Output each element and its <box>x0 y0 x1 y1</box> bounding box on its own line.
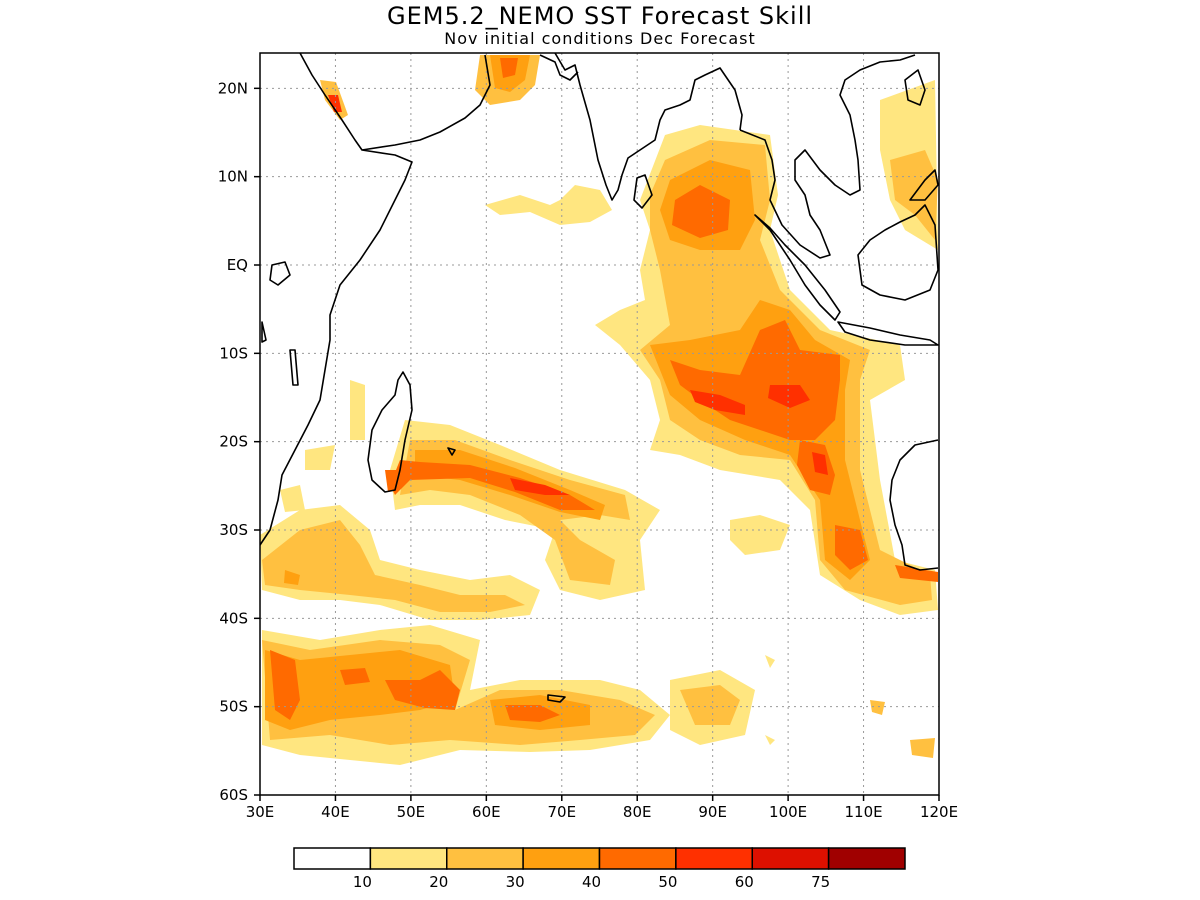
lat-tick-label: 20S <box>219 433 248 451</box>
skill-patch <box>284 570 300 585</box>
coastline-philippines <box>904 69 939 201</box>
colorbar-swatch <box>446 847 524 870</box>
coastline-borneo <box>857 204 939 301</box>
lat-tick-label: 60S <box>219 786 248 804</box>
skill-patch <box>870 700 935 758</box>
lon-tick-label: 80E <box>623 803 652 821</box>
coastline-malay-peninsula <box>739 54 916 259</box>
coastline-sri-lanka <box>633 174 653 209</box>
skill-patch <box>690 385 828 475</box>
colorbar-swatch <box>675 847 753 870</box>
longitude-axis: 30E 40E 50E 60E 70E 80E 90E 100E 110E 120E <box>246 795 958 821</box>
lat-tick-label: 40S <box>219 609 248 627</box>
colorbar-label: 20 <box>429 873 448 891</box>
lat-tick-label: 20N <box>218 79 248 97</box>
lon-tick-label: 120E <box>920 803 958 821</box>
colorbar-swatch <box>598 847 677 870</box>
skill-patch <box>765 655 775 745</box>
colorbar-label: 50 <box>658 873 677 891</box>
map-title: GEM5.2_NEMO SST Forecast Skill <box>386 2 814 30</box>
lon-tick-label: 50E <box>397 803 426 821</box>
colorbar-swatch <box>293 847 372 870</box>
colorbar-swatch <box>827 847 906 870</box>
skill-patch <box>510 478 570 495</box>
lat-tick-label: EQ <box>227 256 248 274</box>
lat-tick-label: 50S <box>219 698 248 716</box>
skill-patch <box>670 185 868 570</box>
lon-tick-label: 100E <box>769 803 807 821</box>
lat-tick-label: 30S <box>219 521 248 539</box>
colorbar-label: 60 <box>735 873 754 891</box>
colorbar-label: 30 <box>506 873 525 891</box>
map-subtitle: Nov initial conditions Dec Forecast <box>444 29 756 48</box>
colorbar-label: 40 <box>582 873 601 891</box>
coastline-madagascar <box>367 371 413 493</box>
skill-patch <box>500 58 518 78</box>
colorbar-swatch <box>369 847 448 870</box>
colorbar-swatch <box>522 847 601 870</box>
skill-patch <box>895 565 938 582</box>
skill-patch <box>328 95 342 112</box>
lon-tick-label: 90E <box>698 803 727 821</box>
lon-tick-label: 40E <box>321 803 350 821</box>
skill-patch <box>262 520 525 612</box>
colorbar-label: 75 <box>811 873 830 891</box>
lon-tick-label: 60E <box>472 803 501 821</box>
plot-frame <box>259 52 940 796</box>
skill-patch <box>280 380 790 555</box>
coastline-africa <box>260 53 491 546</box>
lon-tick-label: 70E <box>547 803 576 821</box>
colorbar: 10 20 30 40 50 60 75 <box>293 847 906 891</box>
skill-patch <box>485 185 612 225</box>
lon-tick-label: 30E <box>246 803 275 821</box>
latitude-axis: 20N 10N EQ 10S 20S 30S 40S 50S 60S <box>218 79 260 804</box>
coastlines <box>260 53 939 703</box>
colorbar-swatch <box>751 847 830 870</box>
coastline-java <box>837 321 939 346</box>
coastline-sumatra <box>754 214 841 321</box>
lon-tick-label: 110E <box>845 803 883 821</box>
skill-patch <box>270 650 560 722</box>
skill-patch <box>390 460 595 510</box>
skill-shading <box>260 55 938 765</box>
coastline-island <box>261 261 566 703</box>
coastline-australia <box>889 439 939 571</box>
lat-tick-label: 10N <box>218 168 248 186</box>
coastline-india <box>554 53 743 201</box>
lat-tick-label: 10S <box>219 344 248 362</box>
coastline-arabia <box>539 54 579 81</box>
colorbar-label: 10 <box>353 873 372 891</box>
